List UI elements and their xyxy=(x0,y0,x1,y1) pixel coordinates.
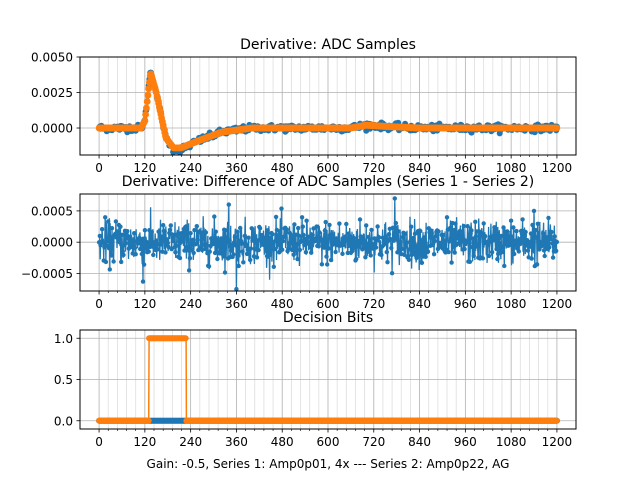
x-tick-label: 960 xyxy=(454,161,477,175)
x-tick-label: 0 xyxy=(95,435,103,449)
x-tick-label: 120 xyxy=(133,435,156,449)
axes-frame xyxy=(79,193,577,292)
plot-area xyxy=(96,196,560,291)
x-tick-label: 480 xyxy=(271,161,294,175)
plot-area xyxy=(96,335,560,424)
x-tick-label: 720 xyxy=(362,435,385,449)
series-line xyxy=(99,337,557,422)
chart-title-adc-samples: Derivative: ADC Samples xyxy=(240,37,416,53)
x-tick-label: 120 xyxy=(133,297,156,311)
y-tick-label: −0.0005 xyxy=(21,267,73,281)
y-tick-label: 1.0 xyxy=(54,332,73,346)
series-difference xyxy=(96,196,560,291)
y-tick-label: 0.0025 xyxy=(31,86,73,100)
x-tick-label: 480 xyxy=(271,435,294,449)
axes-frame xyxy=(79,56,577,156)
x-axis-label: Gain: -0.5, Series 1: Amp0p01, 4x --- Se… xyxy=(147,457,510,471)
x-tick-label: 600 xyxy=(317,161,340,175)
x-tick-label: 720 xyxy=(362,161,385,175)
series-2 xyxy=(95,70,561,152)
x-tick-label: 480 xyxy=(271,297,294,311)
y-tick-label: 0.0000 xyxy=(31,236,73,250)
x-tick-label: 720 xyxy=(362,297,385,311)
subplot-difference: 0 120 240 360 480 600 720 840 960 1080 1200 −0.0005… xyxy=(21,193,577,311)
y-tick-label: 0.0 xyxy=(54,414,73,428)
x-tick-label: 240 xyxy=(179,297,202,311)
x-tick-label: 240 xyxy=(179,161,202,175)
plot-area xyxy=(95,69,561,155)
y-tick-label: 0.0050 xyxy=(31,51,73,65)
series-2 xyxy=(96,335,560,424)
series-line xyxy=(98,198,558,290)
series-line xyxy=(99,71,557,149)
x-tick-label: 600 xyxy=(317,435,340,449)
x-tick-label: 120 xyxy=(133,161,156,175)
subplot-adc-samples: 0 120 240 360 480 600 720 840 960 1080 1200 0.0000 0… xyxy=(31,51,577,175)
subplot-decision-bits: 0 120 240 360 480 600 720 840 960 1080 1200 0.0 0.5 1… xyxy=(54,329,577,449)
x-tick-label: 600 xyxy=(317,297,340,311)
x-tick-label: 1080 xyxy=(496,297,527,311)
x-tick-label: 0 xyxy=(95,297,103,311)
x-tick-label: 1080 xyxy=(496,435,527,449)
x-tick-label: 840 xyxy=(408,161,431,175)
chart-title-decision-bits: Decision Bits xyxy=(283,310,373,326)
y-tick-label: 0.5 xyxy=(54,373,73,387)
x-tick-label: 1200 xyxy=(542,435,573,449)
x-tick-label: 240 xyxy=(179,435,202,449)
y-tick-label: 0.0005 xyxy=(31,204,73,218)
x-tick-label: 960 xyxy=(454,435,477,449)
x-tick-label: 360 xyxy=(225,297,248,311)
axes-frame xyxy=(79,329,577,430)
x-tick-label: 1080 xyxy=(496,161,527,175)
x-tick-label: 1200 xyxy=(542,297,573,311)
x-tick-label: 360 xyxy=(225,161,248,175)
chart-title-difference: Derivative: Difference of ADC Samples (S… xyxy=(122,174,534,190)
y-tick-label: 0.0000 xyxy=(31,122,73,136)
x-tick-label: 360 xyxy=(225,435,248,449)
x-tick-label: 840 xyxy=(408,297,431,311)
x-tick-label: 840 xyxy=(408,435,431,449)
x-tick-label: 960 xyxy=(454,297,477,311)
x-tick-label: 0 xyxy=(95,161,103,175)
x-tick-label: 1200 xyxy=(542,161,573,175)
